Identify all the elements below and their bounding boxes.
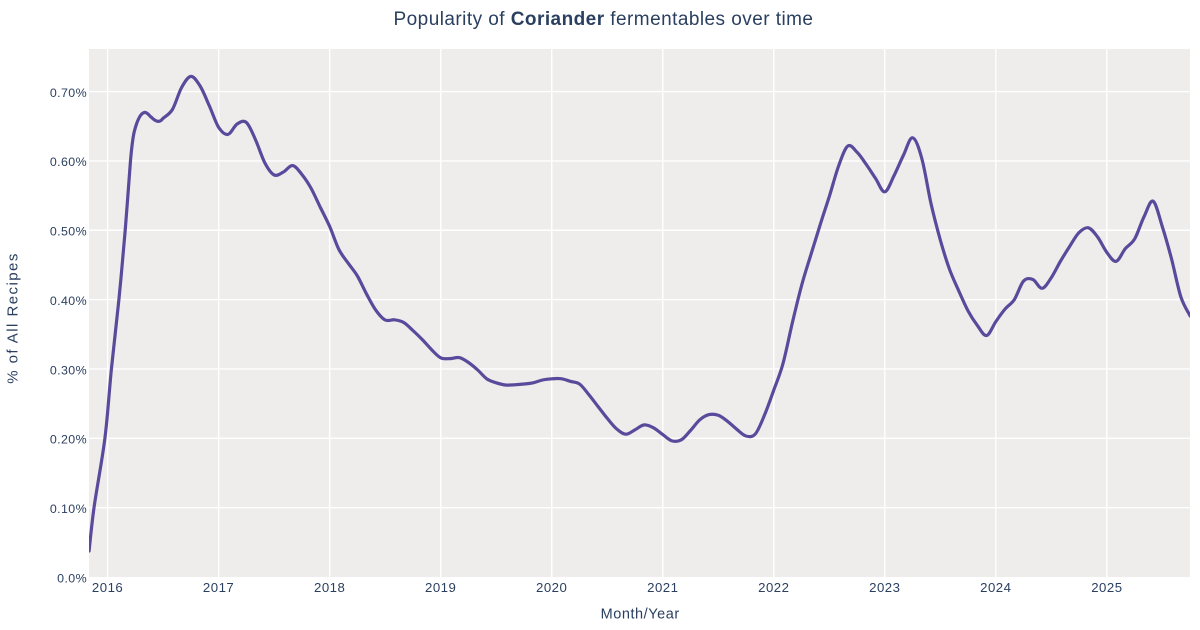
svg-text:2024: 2024	[980, 580, 1011, 595]
svg-text:2025: 2025	[1091, 580, 1122, 595]
svg-text:2019: 2019	[425, 580, 456, 595]
svg-text:0.30%: 0.30%	[50, 363, 87, 377]
svg-text:Popularity of Coriander fermen: Popularity of Coriander fermentables ove…	[394, 9, 814, 30]
svg-text:2018: 2018	[314, 580, 345, 595]
svg-text:0.70%: 0.70%	[50, 86, 87, 100]
svg-text:2022: 2022	[758, 580, 789, 595]
svg-text:2017: 2017	[203, 580, 234, 595]
svg-text:2023: 2023	[869, 580, 900, 595]
svg-text:0.60%: 0.60%	[50, 155, 87, 169]
svg-text:0.0%: 0.0%	[57, 571, 87, 585]
svg-text:2016: 2016	[92, 580, 123, 595]
svg-text:% of All Recipes: % of All Recipes	[5, 252, 22, 384]
svg-text:2020: 2020	[536, 580, 567, 595]
svg-text:0.20%: 0.20%	[50, 433, 87, 447]
svg-text:0.50%: 0.50%	[50, 225, 87, 239]
svg-text:Month/Year: Month/Year	[601, 607, 680, 623]
svg-text:2021: 2021	[647, 580, 678, 595]
svg-text:0.10%: 0.10%	[50, 502, 87, 516]
svg-text:0.40%: 0.40%	[50, 294, 87, 308]
